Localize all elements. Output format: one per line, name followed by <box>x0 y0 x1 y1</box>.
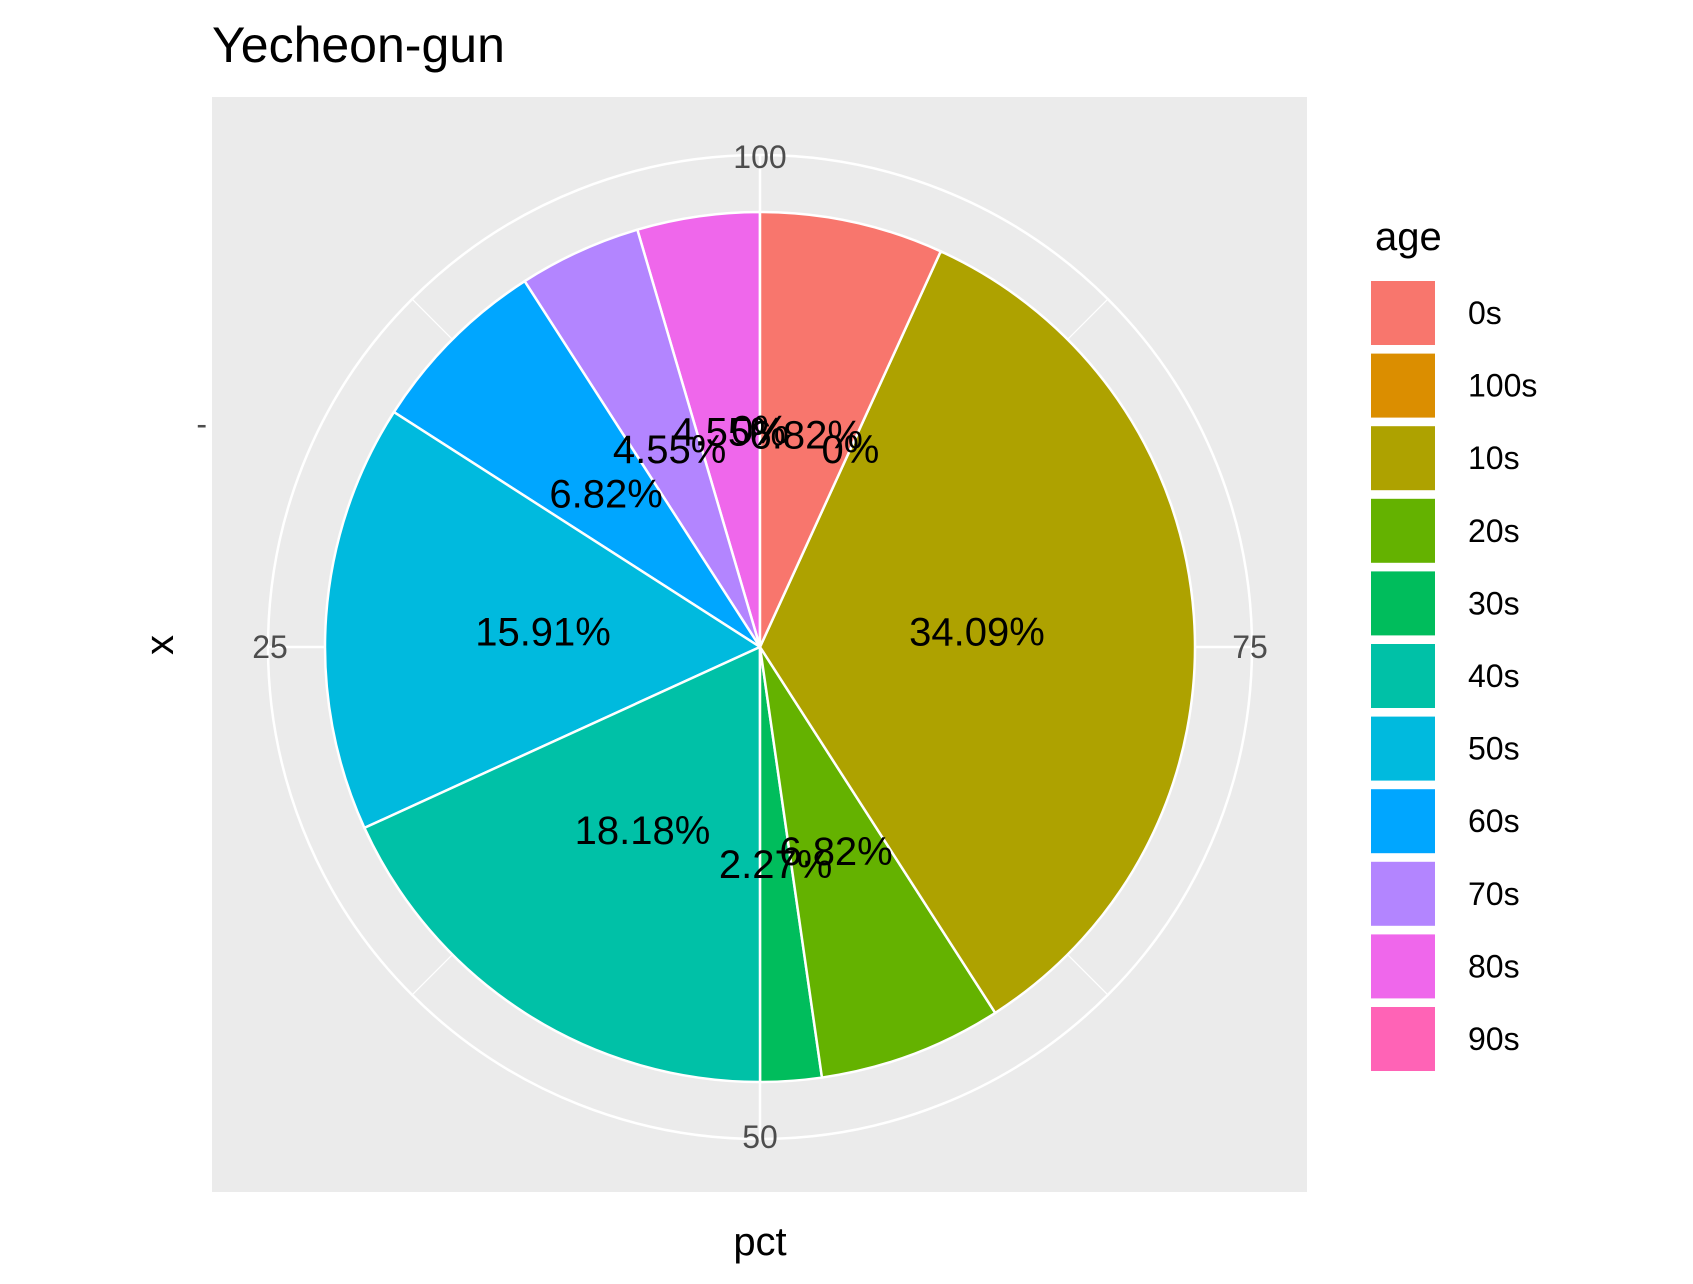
data-label-80s: 4.55% <box>672 411 785 455</box>
y-axis-tick-label: - <box>196 406 207 442</box>
pie-slices <box>323 210 1197 1084</box>
legend: age 0s 100s 10s 20s 30s 40s 50s 60s 70s 80s 90s <box>1369 215 1537 1073</box>
data-label-20s: 6.82% <box>779 830 892 874</box>
theta-tick-label-75: 75 <box>1232 629 1268 665</box>
legend-label-60s: 60s <box>1468 803 1520 839</box>
legend-key-10s <box>1369 424 1437 493</box>
slice-0s <box>758 210 942 649</box>
legend-key-80s <box>1369 932 1437 1001</box>
data-label-100s: 0% <box>821 428 879 472</box>
data-labels: 0%4.55%4.55%6.82%15.91%18.18%2.27%6.82%3… <box>475 409 1045 887</box>
theta-axis-ticks: 100 25 50 75 <box>252 139 1268 1155</box>
data-label-40s: 18.18% <box>575 809 711 853</box>
legend-title: age <box>1375 215 1442 259</box>
legend-key-40s <box>1369 642 1437 710</box>
legend-key-60s <box>1369 787 1437 856</box>
slice-60s <box>392 279 762 649</box>
slice-20s <box>758 645 997 1079</box>
legend-label-40s: 40s <box>1468 658 1520 694</box>
chart-title: Yecheon-gun <box>212 17 505 73</box>
slice-50s <box>323 410 762 830</box>
data-label-10s: 34.09% <box>909 610 1045 654</box>
legend-key-0s <box>1369 279 1437 347</box>
legend-key-50s <box>1369 714 1437 783</box>
legend-label-20s: 20s <box>1468 513 1520 549</box>
y-axis-title: x <box>138 635 182 655</box>
theta-tick-label-25: 25 <box>252 629 288 665</box>
theta-tick-label-50: 50 <box>742 1119 778 1155</box>
legend-label-10s: 10s <box>1468 440 1520 476</box>
legend-key-20s <box>1369 496 1437 565</box>
legend-key-100s <box>1369 351 1437 420</box>
legend-key-70s <box>1369 859 1437 928</box>
x-axis-title: pct <box>733 1220 786 1264</box>
legend-label-80s: 80s <box>1468 948 1520 984</box>
legend-label-0s: 0s <box>1468 295 1502 331</box>
slice-10s <box>758 250 1197 1015</box>
data-label-70s: 4.55% <box>613 428 726 472</box>
data-label-50s: 15.91% <box>475 611 611 655</box>
legend-label-100s: 100s <box>1468 368 1537 404</box>
legend-label-70s: 70s <box>1468 876 1520 912</box>
slice-40s <box>363 645 762 1084</box>
data-label-30s: 2.27% <box>719 843 832 887</box>
legend-key-30s <box>1369 569 1437 638</box>
data-label-60s: 6.82% <box>549 472 662 516</box>
data-label-90s: 0% <box>731 409 789 453</box>
data-label-0s: 6.82% <box>750 413 863 457</box>
legend-key-90s <box>1369 1005 1437 1073</box>
theta-tick-label-100: 100 <box>733 139 786 175</box>
legend-label-30s: 30s <box>1468 585 1520 621</box>
legend-label-90s: 90s <box>1468 1021 1520 1057</box>
legend-label-50s: 50s <box>1468 731 1520 767</box>
